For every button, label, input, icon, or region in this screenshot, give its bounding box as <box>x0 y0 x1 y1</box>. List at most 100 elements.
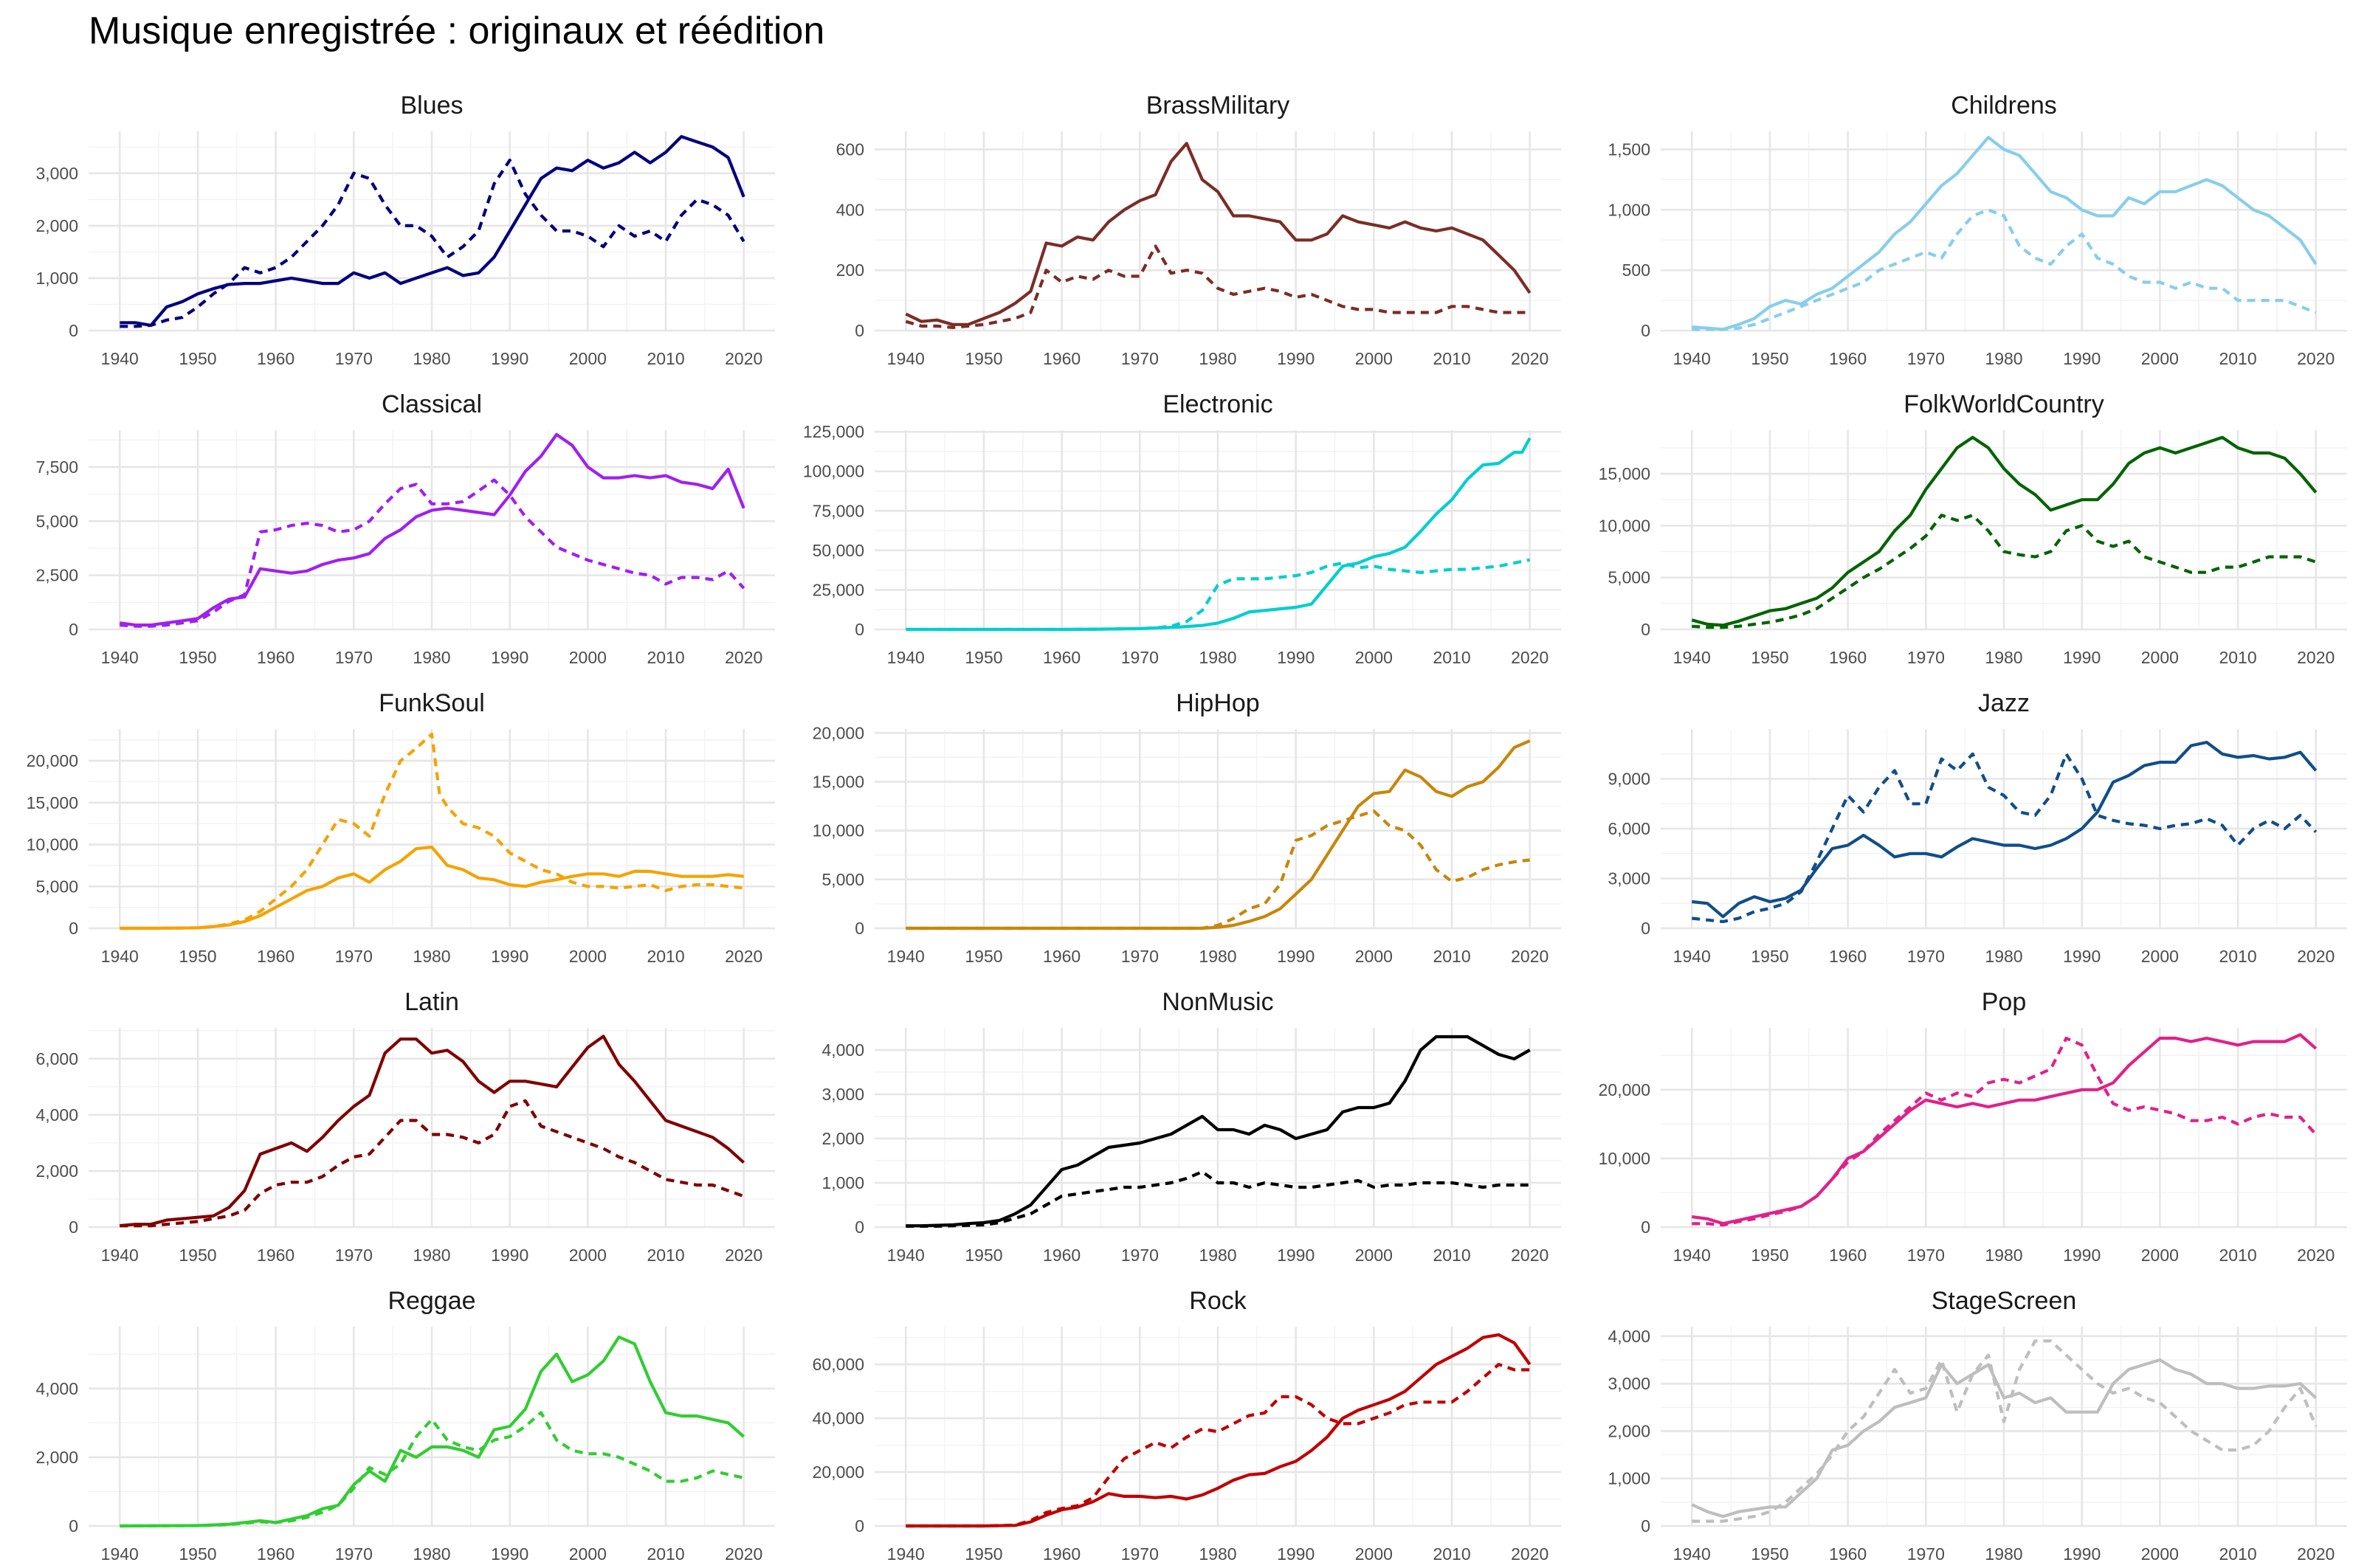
x-tick-label: 2020 <box>1511 1246 1548 1265</box>
panel-title: HipHop <box>1176 689 1259 717</box>
x-tick-label: 1960 <box>1043 1246 1081 1265</box>
x-tick-label: 1940 <box>887 947 925 966</box>
x-tick-label: 2010 <box>2219 1246 2256 1265</box>
x-tick-label: 1950 <box>965 349 1002 368</box>
y-tick-label: 3,000 <box>1608 1374 1650 1393</box>
x-tick-label: 2010 <box>2219 1544 2256 1564</box>
x-tick-label: 1940 <box>887 648 925 667</box>
y-tick-label: 400 <box>836 200 864 219</box>
x-tick-label: 1990 <box>2063 947 2101 966</box>
x-tick-label: 2010 <box>2219 947 2256 966</box>
x-tick-label: 2000 <box>569 1246 607 1265</box>
x-tick-label: 1990 <box>491 349 528 368</box>
panel-classical: 1940 1950 1960 1970 1980 1990 2000 2010 2020 0 2,5… <box>35 390 775 667</box>
series-line-solid <box>905 142 1532 326</box>
x-tick-label: 1990 <box>491 648 528 667</box>
y-tick-label: 0 <box>1641 1218 1650 1237</box>
series-line-solid <box>1692 740 2318 919</box>
y-tick-label: 5,000 <box>1608 568 1650 587</box>
series-line-solid <box>906 1035 1531 1228</box>
series-line-solid <box>120 1035 745 1228</box>
x-tick-label: 1970 <box>1907 1246 1945 1265</box>
y-tick-label: 0 <box>69 1516 78 1536</box>
x-tick-label: 1990 <box>2063 648 2101 667</box>
x-tick-label: 2000 <box>1355 1544 1393 1564</box>
x-tick-label: 2010 <box>647 648 684 667</box>
x-tick-label: 1960 <box>1829 1544 1867 1564</box>
x-tick-label: 1990 <box>2063 1544 2101 1564</box>
panel-electronic: 1940 1950 1960 1970 1980 1990 2000 2010 2020 0 25,… <box>803 390 1561 667</box>
x-tick-label: 1960 <box>1829 947 1867 966</box>
x-tick-label: 1990 <box>1277 947 1315 966</box>
y-tick-label: 1,500 <box>1608 140 1650 159</box>
x-tick-label: 1960 <box>1043 947 1081 966</box>
y-tick-label: 1,000 <box>1608 200 1650 219</box>
x-tick-label: 2000 <box>569 349 607 368</box>
panel-stagescreen: 1940 1950 1960 1970 1980 1990 2000 2010 2020 0 1,0… <box>1608 1287 2347 1564</box>
panel-title: Rock <box>1189 1287 1247 1315</box>
panel-title: FolkWorldCountry <box>1904 390 2104 418</box>
x-tick-label: 2010 <box>647 349 684 368</box>
panel-funksoul: 1940 1950 1960 1970 1980 1990 2000 2010 2020 0 5,0… <box>27 689 775 966</box>
x-tick-label: 2000 <box>2141 947 2179 966</box>
series-line-dashed <box>1692 514 2317 629</box>
x-tick-label: 1970 <box>1121 947 1159 966</box>
x-tick-label: 1960 <box>257 1544 294 1564</box>
x-tick-label: 1980 <box>1985 648 2022 667</box>
x-tick-label: 1950 <box>1751 947 1788 966</box>
y-tick-label: 15,000 <box>1599 464 1650 483</box>
panel-title: Classical <box>382 390 482 418</box>
x-tick-label: 1940 <box>887 349 925 368</box>
series-line-dashed <box>906 1170 1530 1228</box>
y-tick-label: 2,000 <box>35 1161 78 1181</box>
panel-title: Pop <box>1982 988 2027 1016</box>
panel-reggae: 1940 1950 1960 1970 1980 1990 2000 2010 2020 0 2,0… <box>35 1287 775 1564</box>
x-tick-label: 1940 <box>101 1544 139 1564</box>
series-line-dashed <box>120 478 745 628</box>
x-tick-label: 1970 <box>1121 349 1159 368</box>
x-tick-label: 1940 <box>101 648 139 667</box>
x-tick-label: 1980 <box>1199 947 1236 966</box>
x-tick-label: 1980 <box>1985 1246 2022 1265</box>
series-line-solid <box>1691 435 2318 627</box>
y-tick-label: 0 <box>69 620 78 639</box>
x-tick-label: 2020 <box>2297 349 2335 368</box>
y-tick-label: 15,000 <box>813 772 864 791</box>
x-tick-label: 1960 <box>1043 349 1081 368</box>
x-tick-label: 1990 <box>491 1544 528 1564</box>
x-tick-label: 1980 <box>1985 349 2022 368</box>
series-line-dashed <box>1692 1339 2318 1523</box>
x-tick-label: 1960 <box>257 648 294 667</box>
y-tick-label: 10,000 <box>1599 516 1650 535</box>
x-tick-label: 2000 <box>569 1544 607 1564</box>
y-tick-label: 4,000 <box>35 1105 78 1125</box>
y-tick-label: 5,000 <box>35 511 78 531</box>
x-tick-label: 1950 <box>179 1246 216 1265</box>
y-tick-label: 2,000 <box>35 216 78 235</box>
panel-latin: 1940 1950 1960 1970 1980 1990 2000 2010 2020 0 2,0… <box>35 988 775 1265</box>
panel-folkworldcountry: 1940 1950 1960 1970 1980 1990 2000 2010 2020 0 5,0… <box>1599 390 2347 667</box>
y-tick-label: 0 <box>855 1218 864 1237</box>
y-tick-label: 25,000 <box>813 580 864 599</box>
series-line-solid <box>906 739 1531 930</box>
x-tick-label: 1970 <box>335 947 373 966</box>
x-tick-label: 2020 <box>725 1246 762 1265</box>
x-tick-label: 1950 <box>179 1544 216 1564</box>
x-tick-label: 2020 <box>2297 1544 2335 1564</box>
x-tick-label: 1980 <box>413 947 450 966</box>
x-tick-label: 1960 <box>1829 648 1867 667</box>
y-tick-label: 0 <box>855 620 864 639</box>
x-tick-label: 1970 <box>1907 648 1945 667</box>
series-line-dashed <box>1692 1036 2318 1227</box>
y-tick-label: 20,000 <box>813 1462 864 1482</box>
x-tick-label: 2000 <box>2141 1544 2179 1564</box>
y-tick-label: 2,500 <box>35 566 78 585</box>
y-tick-label: 0 <box>1641 1516 1650 1536</box>
x-tick-label: 2000 <box>2141 648 2179 667</box>
y-tick-label: 40,000 <box>813 1409 864 1428</box>
x-tick-label: 1960 <box>1829 1246 1867 1265</box>
x-tick-label: 1960 <box>1043 1544 1081 1564</box>
y-tick-label: 4,000 <box>821 1040 864 1060</box>
panel-title: Childrens <box>1951 91 2057 120</box>
x-tick-label: 1950 <box>965 947 1002 966</box>
